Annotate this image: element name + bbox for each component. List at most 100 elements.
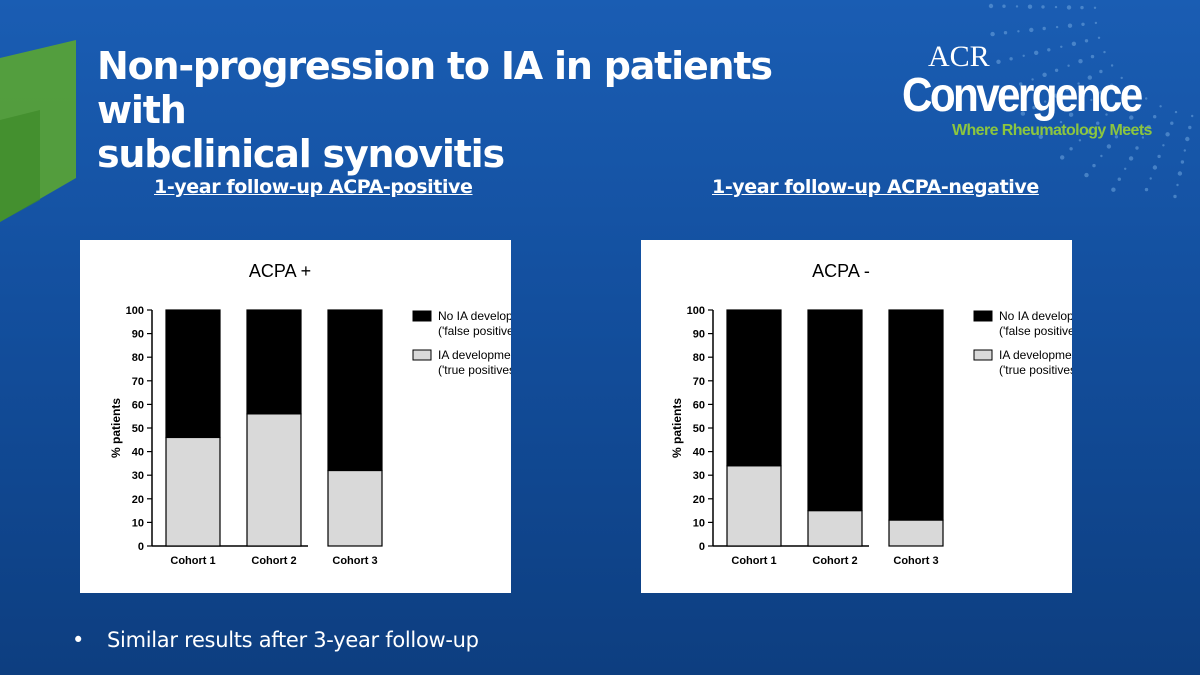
chart-title: ACPA + — [249, 261, 311, 281]
y-tick-label: 60 — [693, 399, 705, 411]
decor-dot — [1069, 147, 1073, 151]
decor-dot — [1054, 93, 1059, 98]
legend-swatch — [412, 310, 432, 322]
decor-dot — [1117, 177, 1122, 181]
legend-label-note: ('true positives') — [999, 363, 1072, 377]
bar-segment — [327, 469, 383, 547]
decor-dot — [1031, 78, 1034, 81]
chart-title: ACPA - — [812, 261, 870, 281]
decor-dot — [1054, 68, 1059, 73]
decor-dot — [1170, 121, 1174, 125]
y-tick-label: 90 — [693, 329, 705, 341]
decor-dot — [1079, 105, 1084, 110]
y-tick-label: 80 — [693, 352, 705, 364]
decor-dot — [1176, 183, 1179, 187]
decor-dot — [1084, 172, 1089, 178]
decor-dot — [1087, 75, 1093, 80]
decor-dot — [1034, 50, 1039, 55]
x-tick-label: Cohort 3 — [893, 555, 938, 567]
decor-dot — [1080, 5, 1084, 10]
legend-swatch — [973, 310, 993, 322]
decor-dot — [1084, 39, 1089, 43]
decor-dot — [1060, 155, 1065, 160]
decor-dot — [1071, 41, 1077, 46]
decor-dot — [1094, 21, 1098, 25]
y-tick-label: 10 — [693, 517, 705, 529]
left-chart-heading: 1-year follow-up ACPA-positive — [154, 176, 473, 198]
y-tick-label: 70 — [132, 376, 144, 388]
y-tick-label: 20 — [132, 494, 144, 506]
legend-swatch — [412, 349, 432, 361]
decor-dot — [988, 3, 994, 9]
decor-dot — [1077, 82, 1080, 85]
bar-segment — [726, 465, 782, 547]
y-tick-label: 100 — [126, 305, 144, 317]
decor-dot — [1122, 95, 1127, 100]
decor-dot — [1099, 90, 1104, 95]
decor-dot — [1059, 120, 1063, 124]
y-tick-label: 70 — [693, 376, 705, 388]
decor-dot — [1109, 83, 1114, 88]
bar-segment — [165, 309, 221, 439]
legend-label: No IA development — [438, 309, 511, 323]
y-tick-label: 90 — [132, 329, 144, 341]
decor-dot — [1135, 146, 1139, 150]
decor-dot — [1128, 156, 1134, 161]
decor-dot — [1145, 97, 1148, 100]
decor-dot — [1049, 127, 1053, 132]
bar-segment — [246, 309, 302, 415]
decor-dot — [1110, 64, 1114, 67]
y-tick-label: 50 — [132, 423, 144, 435]
decor-dot — [1002, 4, 1006, 8]
decor-dot — [1153, 115, 1157, 119]
slide-title: Non-progression to IA in patients with s… — [97, 44, 857, 176]
x-tick-label: Cohort 1 — [170, 555, 215, 567]
decor-dot — [1086, 129, 1092, 134]
decor-dot — [1149, 177, 1152, 180]
decor-dot — [1015, 5, 1019, 8]
decor-dot — [1006, 86, 1011, 91]
chart-acpa-negative: ACPA - % patients 0 10 20 30 40 50 60 70 80 90 100 Co… — [670, 261, 1072, 567]
decor-dot — [1038, 134, 1044, 139]
decor-dot — [1090, 98, 1093, 102]
legend-label: IA development — [438, 348, 511, 362]
slide-title-line-2: subclinical synovitis — [97, 132, 505, 176]
bar-segment — [807, 510, 863, 547]
decor-dot — [1029, 27, 1034, 33]
slide-title-line-1: Non-progression to IA in patients with — [97, 44, 773, 132]
chart-panel-acpa-negative: ACPA - % patients 0 10 20 30 40 50 60 70 80 90 100 Co… — [641, 240, 1072, 593]
decor-dot — [1141, 136, 1145, 139]
decor-dot — [1177, 171, 1183, 176]
y-tick-label: 30 — [132, 470, 144, 482]
decor-dot — [1019, 82, 1023, 86]
decor-dot — [1066, 5, 1072, 10]
decor-dot — [1055, 25, 1059, 29]
decor-dot — [1129, 115, 1134, 120]
chart-panel-acpa-positive: ACPA + % patients 0 10 20 30 40 50 60 70 80 90 100 Co… — [80, 240, 511, 593]
decor-dot — [1114, 135, 1119, 139]
decor-dot — [1173, 194, 1177, 199]
decor-dot — [1009, 57, 1013, 61]
decor-dot — [1096, 121, 1100, 125]
logo-tagline: Where Rheumatology Meets — [952, 122, 1152, 139]
decor-dot — [1174, 110, 1178, 114]
x-tick-label: Cohort 2 — [812, 555, 857, 567]
decor-dot — [1105, 113, 1108, 116]
logo-convergence-text: Convergence — [902, 69, 1143, 122]
decor-dot — [1111, 187, 1116, 192]
y-axis-label: % patients — [109, 398, 123, 458]
bar-segment — [165, 436, 221, 547]
decor-dot — [1060, 45, 1063, 48]
decor-dot — [1054, 5, 1058, 9]
dot-pattern — [988, 3, 1194, 199]
decor-dot — [1067, 64, 1070, 67]
decor-dot — [1020, 111, 1026, 116]
decor-dot — [1092, 163, 1096, 168]
y-tick-label: 0 — [138, 541, 144, 553]
y-tick-label: 40 — [693, 447, 705, 459]
legend-label-note: ('false positives') — [999, 324, 1072, 338]
bar-segment — [726, 309, 782, 467]
decor-dot — [1081, 22, 1085, 26]
decor-dot — [1099, 69, 1103, 74]
decor-dot — [1068, 112, 1074, 117]
